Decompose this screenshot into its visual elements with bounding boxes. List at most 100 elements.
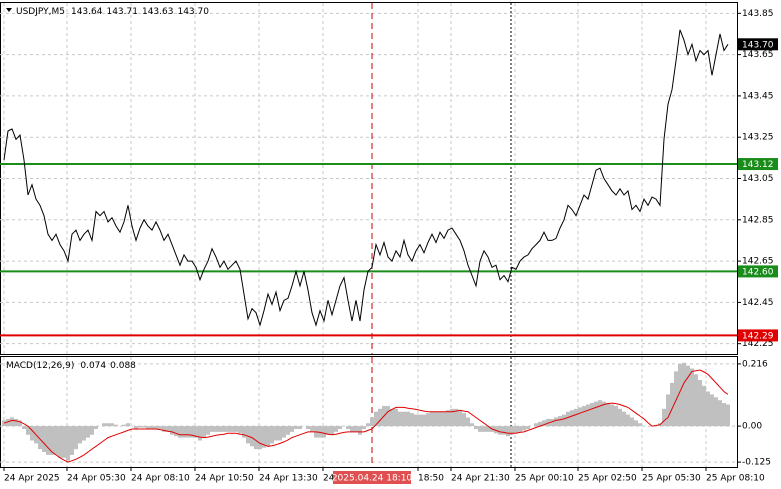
histogram-bar xyxy=(514,426,518,434)
histogram-bar xyxy=(722,403,726,427)
histogram-bar xyxy=(522,426,526,431)
x-tick-label: 18:50 xyxy=(418,474,444,484)
histogram-bar xyxy=(706,391,710,427)
histogram-bar xyxy=(106,423,110,427)
histogram-bar xyxy=(462,413,466,427)
histogram-bar xyxy=(402,411,406,427)
histogram-bar xyxy=(154,426,158,429)
histogram-bar xyxy=(274,426,278,441)
histogram-bar xyxy=(18,420,22,427)
histogram-bar xyxy=(398,411,402,427)
collapse-icon xyxy=(6,8,12,12)
histogram-bar xyxy=(410,413,414,427)
histogram-bar xyxy=(222,426,226,432)
histogram-bar xyxy=(534,423,538,427)
histogram-bar xyxy=(290,426,294,432)
x-tick-label: 25 Apr 02:50 xyxy=(578,474,637,484)
panel-title: USDJPY,M5 143.64 143.71 143.63 143.70 xyxy=(16,7,209,17)
histogram-bar xyxy=(122,424,126,427)
x-tick-label: 25 Apr 08:10 xyxy=(706,474,765,484)
level-box xyxy=(738,329,778,342)
histogram-bar xyxy=(94,426,98,429)
panel-name: USDJPY,M5 xyxy=(16,7,65,17)
histogram-bar xyxy=(6,418,10,427)
y-tick-label: -0.125 xyxy=(742,458,771,468)
x-tick-label: 2025.04.24 18:10 xyxy=(332,474,413,484)
histogram-bar xyxy=(178,426,182,438)
histogram-bar xyxy=(198,426,202,441)
histogram-bar xyxy=(570,410,574,427)
histogram-bar xyxy=(190,426,194,438)
histogram-bar xyxy=(162,426,166,432)
histogram-bar xyxy=(426,413,430,427)
histogram-bar xyxy=(310,426,314,432)
histogram-bar xyxy=(418,414,422,427)
histogram-bar xyxy=(358,426,362,435)
histogram-bar xyxy=(82,426,86,441)
histogram-bar xyxy=(726,404,730,427)
x-tick-label: 24 Apr 2025 xyxy=(4,474,60,484)
panel-name: MACD(12,26,9) xyxy=(6,361,74,371)
readout: 143.70 xyxy=(177,7,209,17)
histogram-bar xyxy=(30,426,34,441)
histogram-bar xyxy=(318,426,322,438)
histogram-bar xyxy=(282,426,286,438)
y-tick-label: 0.216 xyxy=(742,359,768,369)
histogram-bar xyxy=(338,426,342,429)
histogram-bar xyxy=(422,414,426,427)
histogram-bar xyxy=(622,411,626,427)
histogram-bar xyxy=(102,423,106,427)
histogram-bar xyxy=(486,426,490,432)
histogram-bar xyxy=(1,420,6,427)
histogram-bar xyxy=(562,414,566,427)
readout: 143.64 xyxy=(71,7,103,17)
histogram-bar xyxy=(186,426,190,438)
histogram-bar xyxy=(54,426,58,455)
histogram-bar xyxy=(270,426,274,444)
histogram-bar xyxy=(70,426,74,455)
histogram-bar xyxy=(662,408,666,427)
histogram-bar xyxy=(470,423,474,427)
histogram-bar xyxy=(710,394,714,427)
histogram-bar xyxy=(134,426,138,429)
histogram-bar xyxy=(606,403,610,427)
histogram-bar xyxy=(438,411,442,427)
y-tick-label: 142.25 xyxy=(742,339,774,349)
histogram-bar xyxy=(614,405,618,427)
histogram-bar xyxy=(634,420,638,427)
histogram-bar xyxy=(242,426,246,438)
histogram-bar xyxy=(434,411,438,427)
histogram-bar xyxy=(90,426,94,435)
histogram-bar xyxy=(370,417,374,427)
histogram-bar xyxy=(246,426,250,444)
histogram-bar xyxy=(686,365,690,427)
histogram-bar xyxy=(254,426,258,450)
histogram-bar xyxy=(58,426,62,458)
histogram-bar xyxy=(442,411,446,427)
histogram-bar xyxy=(226,426,230,432)
histogram-bar xyxy=(334,426,338,432)
histogram-bar xyxy=(202,426,206,438)
histogram-bar xyxy=(258,426,262,450)
histogram-bar xyxy=(610,404,614,427)
histogram-bar xyxy=(590,403,594,427)
histogram-bar xyxy=(26,426,30,435)
histogram-bar xyxy=(538,421,542,427)
histogram-bar xyxy=(374,411,378,427)
histogram-bar xyxy=(322,426,326,438)
histogram-bar xyxy=(230,426,234,432)
histogram-bar xyxy=(362,426,366,429)
histogram-bar xyxy=(482,426,486,432)
histogram-bar xyxy=(150,426,154,429)
histogram-bar xyxy=(526,426,530,429)
histogram-bar xyxy=(306,426,310,429)
y-tick-label: 142.45 xyxy=(742,298,774,308)
histogram-bar xyxy=(142,426,146,428)
histogram-bar xyxy=(10,417,14,427)
x-tick-label: 24 Apr 21:30 xyxy=(451,474,510,484)
histogram-bar xyxy=(278,426,282,441)
x-tick-label: 24 xyxy=(323,474,335,484)
histogram-bar xyxy=(598,400,602,427)
histogram-bar xyxy=(114,424,118,427)
